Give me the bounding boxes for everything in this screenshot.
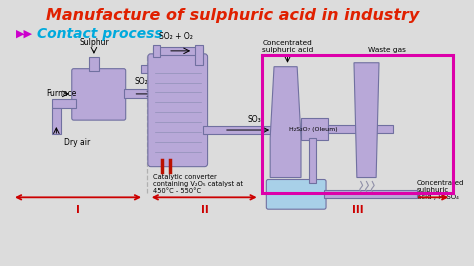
Bar <box>263 55 453 193</box>
Text: III: III <box>352 205 364 215</box>
Text: Waste gas: Waste gas <box>368 47 406 53</box>
FancyBboxPatch shape <box>148 54 208 167</box>
Text: SO₂: SO₂ <box>134 77 148 85</box>
Bar <box>309 138 317 184</box>
Bar <box>124 89 158 98</box>
Bar <box>53 108 61 134</box>
Text: Manufacture of sulphuric acid in industry: Manufacture of sulphuric acid in industr… <box>46 8 419 23</box>
Bar <box>328 125 393 133</box>
Text: Catalytic converter
containing V₂O₅ catalyst at
450°C - 550°C: Catalytic converter containing V₂O₅ cata… <box>153 174 243 194</box>
Bar <box>53 99 76 108</box>
Text: Water: Water <box>274 189 296 195</box>
Text: I: I <box>76 205 80 215</box>
Bar <box>324 190 417 198</box>
Polygon shape <box>270 67 301 177</box>
FancyBboxPatch shape <box>266 180 326 209</box>
Polygon shape <box>354 63 379 177</box>
Text: ▶▶: ▶▶ <box>16 29 33 39</box>
Text: SO₃: SO₃ <box>248 115 262 124</box>
Text: Dry air: Dry air <box>64 138 91 147</box>
Text: Pipe: Pipe <box>339 125 355 131</box>
Text: Furnace: Furnace <box>47 89 77 98</box>
FancyBboxPatch shape <box>72 69 126 120</box>
Bar <box>89 57 99 71</box>
Text: Concentrated
sulphuric
acid , H₂SO₄: Concentrated sulphuric acid , H₂SO₄ <box>417 180 464 200</box>
Text: II: II <box>201 205 209 215</box>
Bar <box>195 45 203 65</box>
Bar <box>153 47 203 55</box>
Bar <box>141 65 155 73</box>
Bar <box>301 118 328 140</box>
Text: H₂S₂O₇ (Oleum): H₂S₂O₇ (Oleum) <box>290 127 338 132</box>
Text: Sulphur: Sulphur <box>79 38 109 47</box>
Bar <box>203 126 276 134</box>
Text: SO₂ + O₂: SO₂ + O₂ <box>159 32 193 41</box>
Text: Concentrated
sulphuric acid: Concentrated sulphuric acid <box>262 40 313 53</box>
Text: Contact process: Contact process <box>37 27 163 41</box>
Bar <box>153 45 160 57</box>
